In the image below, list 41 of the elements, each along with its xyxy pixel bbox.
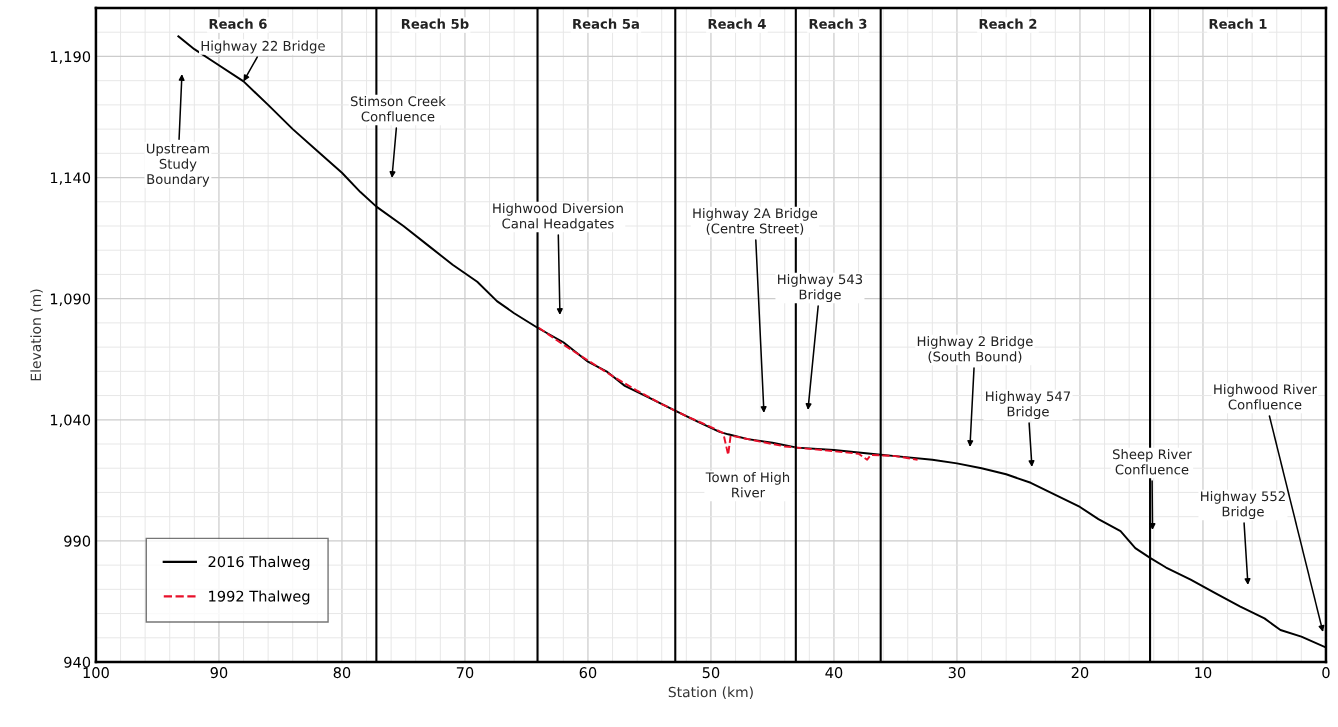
y-tick-label: 1,040 (50, 414, 91, 428)
x-tick-label: 80 (333, 667, 351, 679)
y-axis-title: Elevation (m) (30, 289, 43, 381)
annotation: Highway 543 Bridge (778, 273, 863, 303)
y-tick-label: 990 (64, 535, 91, 547)
x-axis-title: Station (km) (668, 686, 753, 699)
x-tick-label: 60 (579, 667, 597, 679)
annotation: Reach 5a (573, 18, 639, 29)
annotation: Reach 6 (209, 18, 267, 29)
legend-label: 2016 Thalweg (208, 555, 310, 570)
annotation: Stimson Creek Confluence (350, 95, 446, 122)
x-tick-label: 0 (1322, 667, 1330, 679)
y-tick-label: 1,140 (50, 172, 91, 185)
x-tick-label: 100 (83, 667, 109, 679)
annotation: Reach 3 (809, 18, 867, 29)
annotation: Reach 1 (1209, 18, 1267, 29)
x-tick-label: 90 (210, 667, 228, 679)
annotation: Reach 5b (401, 18, 469, 29)
y-tick-label: 1,190 (50, 51, 91, 64)
legend-label: 1992 Thalweg (209, 590, 310, 605)
annotation: Highwood Diversion Canal Headgates (493, 202, 623, 232)
annotation: Highwood River Confluence (1214, 383, 1317, 410)
x-tick-label: 10 (1195, 667, 1212, 679)
annotation: Highway 22 Bridge (201, 40, 325, 54)
x-tick-label: 40 (825, 667, 843, 679)
annotation: Highway 2A Bridge (Centre Street) (693, 207, 818, 236)
annotation: Upstream Study Boundary (146, 143, 210, 187)
y-tick-label: 940 (64, 656, 91, 668)
annotation: Town of High River (705, 471, 790, 498)
y-tick-label: 1,090 (50, 293, 91, 306)
annotation: Highway 2 Bridge (South Bound) (917, 335, 1033, 364)
x-tick-label: 20 (1071, 667, 1089, 679)
x-tick-label: 30 (948, 667, 966, 679)
annotation: Reach 2 (979, 18, 1037, 29)
annotation: Highway 552 Bridge (1201, 490, 1285, 520)
x-tick-label: 50 (702, 667, 720, 679)
x-tick-label: 70 (456, 667, 474, 679)
annotation: Sheep River Confluence (1112, 448, 1192, 475)
annotation: Reach 4 (708, 18, 766, 29)
line-series (537, 326, 919, 461)
annotation: Highway 547 Bridge (986, 390, 1071, 420)
